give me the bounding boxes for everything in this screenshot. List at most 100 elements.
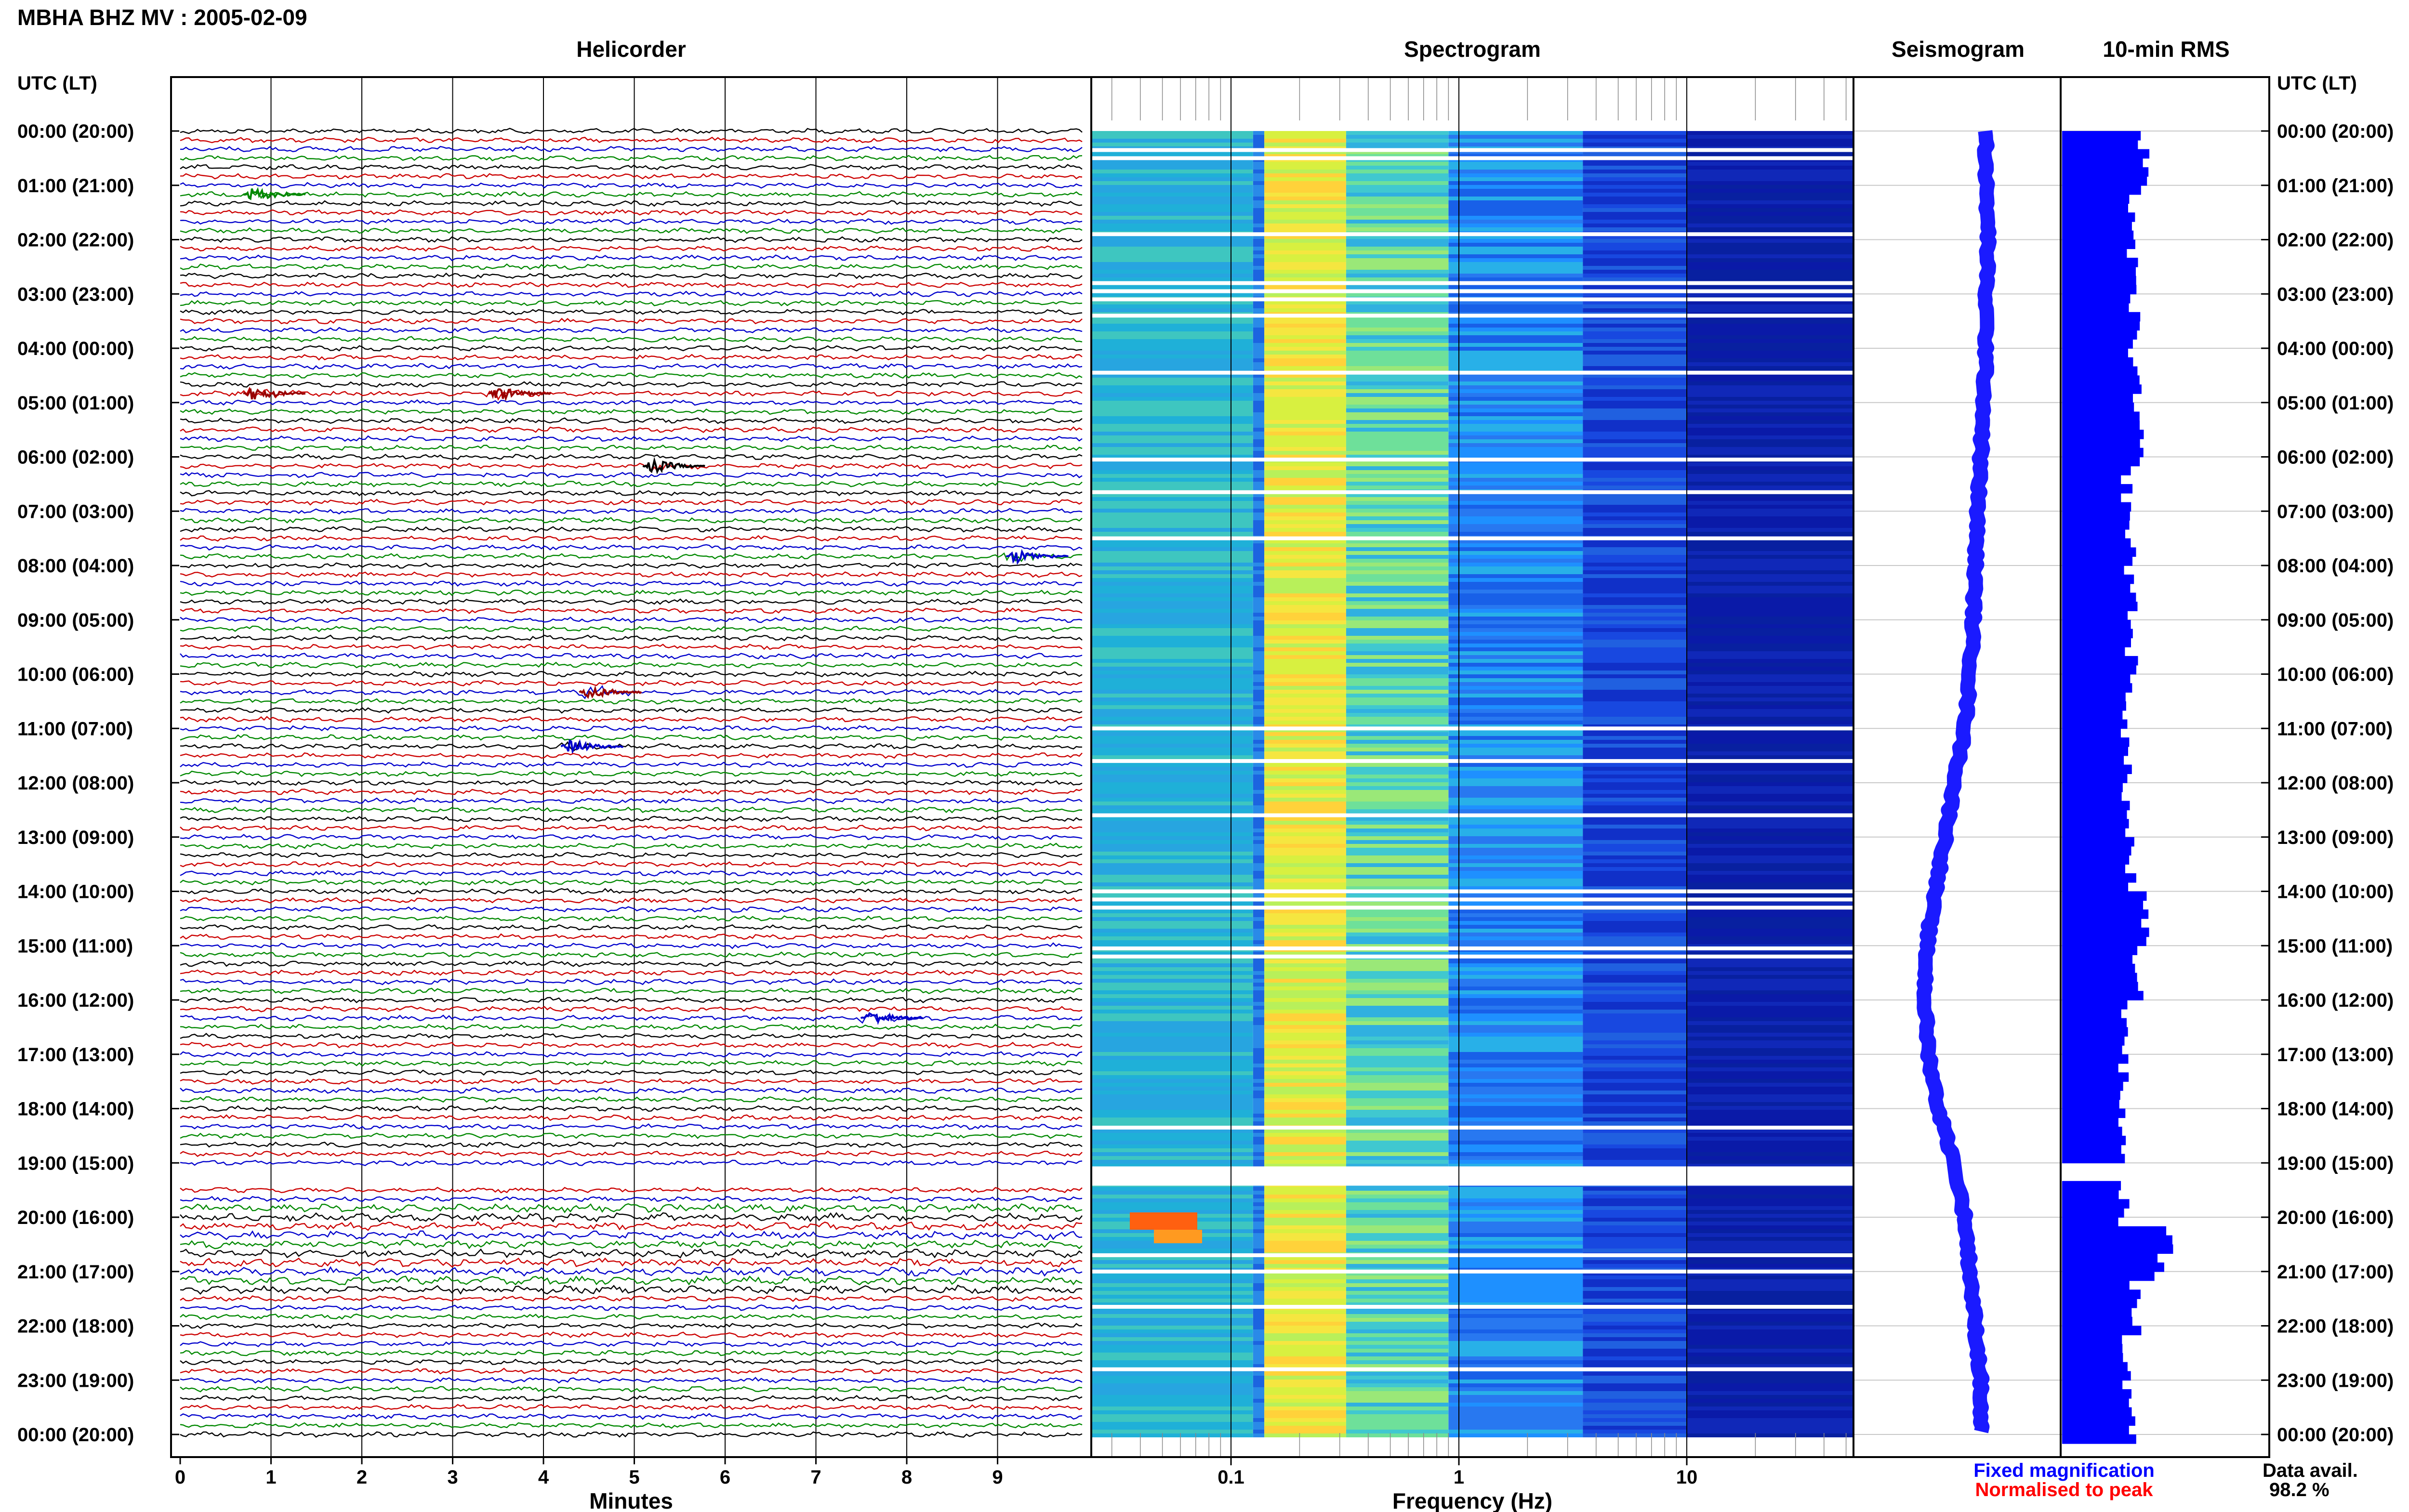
spectrogram-cell <box>1346 601 1449 605</box>
helicorder-trace-line <box>180 517 1083 524</box>
frequency-tick-label: 0.1 <box>1218 1467 1244 1488</box>
spectrogram-cell <box>1264 636 1346 640</box>
spectrogram-cell <box>1346 844 1449 848</box>
spectrogram-cell <box>1448 262 1583 266</box>
spectrogram-cell <box>1091 224 1253 227</box>
spectrogram-cell <box>1687 1025 1853 1029</box>
spectrogram-cell <box>1448 1064 1583 1067</box>
spectrogram-cell <box>1346 902 1449 906</box>
spectrogram-cell <box>1583 170 1687 173</box>
spectrogram-cell <box>1687 697 1853 701</box>
spectrogram-cell <box>1448 200 1583 204</box>
spectrogram-cell <box>1583 836 1687 840</box>
helicorder-trace-line <box>180 698 1083 705</box>
spectrogram-cell <box>1448 439 1583 443</box>
rms-bar <box>2062 864 2125 874</box>
helicorder-trace-line <box>180 852 1083 858</box>
rms-bar <box>2062 1199 2130 1209</box>
spectrogram-cell <box>1346 1152 1449 1156</box>
spectrogram-cell <box>1253 902 1265 906</box>
rms-bar <box>2062 1280 2130 1290</box>
spectrogram-cell <box>1253 1356 1265 1360</box>
spectrogram-cell <box>1253 1013 1265 1017</box>
spectrogram-cell <box>1687 543 1853 547</box>
spectrogram-cell <box>1253 636 1265 640</box>
spectrogram-cell <box>1264 455 1346 459</box>
spectrogram-cell <box>1687 474 1853 478</box>
spectrogram-cell <box>1264 1056 1346 1060</box>
spectrogram-cell <box>1091 181 1253 185</box>
spectrogram-gap <box>1091 370 1853 375</box>
spectrogram-cell <box>1346 751 1449 755</box>
spectrogram-cell <box>1264 983 1346 986</box>
spectrogram-cell <box>1583 1191 1687 1195</box>
spectrogram-cell <box>1091 879 1253 882</box>
spectrogram-cell <box>1253 1279 1265 1283</box>
spectrogram-cell <box>1253 432 1265 435</box>
spectrogram-cell <box>1253 408 1265 412</box>
spectrogram-cell <box>1253 131 1265 135</box>
helicorder-trace-line <box>180 1013 1083 1024</box>
spectrogram-cell <box>1253 771 1265 775</box>
spectrogram-cell <box>1264 678 1346 682</box>
spectrogram-cell <box>1583 755 1687 759</box>
spectrogram-cell <box>1448 1133 1583 1137</box>
spectrogram-cell <box>1583 1341 1687 1345</box>
rms-bar <box>2062 529 2125 539</box>
spectrogram-cell <box>1448 366 1583 370</box>
spectrogram-cell <box>1091 162 1253 166</box>
spectrogram-cell <box>1448 1383 1583 1387</box>
spectrogram-cell <box>1253 1087 1265 1091</box>
spectrogram-cell <box>1253 277 1265 281</box>
spectrogram-cell <box>1091 798 1253 802</box>
spectrogram-cell <box>1448 775 1583 778</box>
spectrogram-cell <box>1448 1148 1583 1152</box>
spectrogram-cell <box>1687 671 1853 674</box>
spectrogram-cell <box>1583 983 1687 986</box>
spectrogram-cell <box>1583 979 1687 983</box>
spectrogram-cell <box>1091 397 1253 401</box>
spectrogram-cell <box>1264 1345 1346 1349</box>
spectrogram-cell <box>1091 1372 1253 1376</box>
rms-bar <box>2062 185 2141 195</box>
spectrogram-cell <box>1687 1222 1853 1225</box>
spectrogram-cell <box>1346 1380 1449 1383</box>
spectrogram-cell <box>1264 586 1346 590</box>
spectrogram-cell <box>1448 543 1583 547</box>
spectrogram-cell <box>1091 1430 1253 1433</box>
helicorder-trace-line <box>180 1203 1083 1213</box>
spectrogram-cell <box>1253 181 1265 185</box>
time-label-left: 14:00 (10:00) <box>17 881 134 903</box>
time-axis-label-right: UTC (LT) <box>2277 73 2357 94</box>
spectrogram-cell <box>1583 1376 1687 1380</box>
spectrogram-cell <box>1264 513 1346 516</box>
rms-bar <box>2062 746 2128 756</box>
rms-bar <box>2062 602 2138 611</box>
spectrogram-cell <box>1583 794 1687 798</box>
spectrogram-cell <box>1346 624 1449 628</box>
helicorder-panel <box>170 76 1092 1458</box>
spectrogram-cell <box>1264 975 1346 979</box>
spectrogram-cell <box>1091 597 1253 601</box>
time-label-right: 02:00 (22:00) <box>2277 230 2394 251</box>
spectrogram-cell <box>1091 909 1253 913</box>
spectrogram-cell <box>1264 193 1346 197</box>
spectrogram-cell <box>1346 1426 1449 1430</box>
spectrogram-cell <box>1687 701 1853 705</box>
spectrogram-cell <box>1253 1387 1265 1391</box>
spectrogram-cell <box>1583 771 1687 775</box>
spectrogram-cell <box>1091 713 1253 717</box>
rms-bar <box>2062 1036 2125 1046</box>
spectrogram-cell <box>1264 1364 1346 1368</box>
spectrogram-cell <box>1091 1013 1253 1017</box>
spectrogram-cell <box>1264 216 1346 220</box>
spectrogram-cell <box>1264 1017 1346 1021</box>
spectrogram-cell <box>1583 1083 1687 1087</box>
rms-bar <box>2062 1190 2119 1200</box>
spectrogram-cell <box>1687 586 1853 590</box>
spectrogram-cell <box>1687 1029 1853 1033</box>
spectrogram-cell <box>1687 266 1853 270</box>
helicorder-trace-line <box>180 417 1083 424</box>
rms-bar <box>2062 475 2121 485</box>
helicorder-trace-line <box>180 281 1083 289</box>
